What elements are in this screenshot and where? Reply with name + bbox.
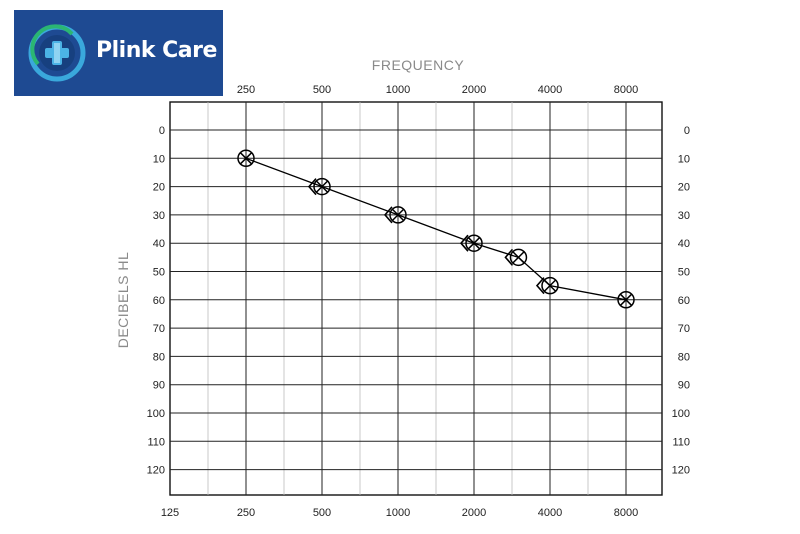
bracket-marker xyxy=(307,178,317,196)
y-tick-label-right: 20 xyxy=(678,182,690,194)
y-tick-label-right: 10 xyxy=(678,153,690,165)
circle-marker xyxy=(237,149,255,168)
y-tick-label-right: 80 xyxy=(678,351,690,363)
y-tick-label-left: 70 xyxy=(153,323,165,335)
circle-marker xyxy=(465,234,483,252)
chart-series xyxy=(237,149,635,309)
y-tick-label-right: 0 xyxy=(684,125,690,137)
cross-stroke xyxy=(239,152,253,165)
circle-marker xyxy=(617,291,635,309)
circle-marker xyxy=(313,177,331,196)
x-top-tick-label: 2000 xyxy=(462,84,486,96)
y-tick-label-right: 100 xyxy=(672,408,690,420)
y-tick-label-right: 40 xyxy=(678,238,690,250)
data-point-marker xyxy=(237,149,255,168)
chart-tick-labels: 0 0 10 10 20 20 30 30 40 40 50 50 60 60 70 70 80 80 90 90 10… xyxy=(147,84,690,519)
cross-stroke xyxy=(619,293,633,306)
x-bottom-tick-label: 2000 xyxy=(462,507,486,519)
cross-stroke xyxy=(391,208,405,221)
y-tick-label-left: 40 xyxy=(153,238,165,250)
y-tick-label-left: 0 xyxy=(159,125,165,137)
y-tick-label-right: 90 xyxy=(678,380,690,392)
x-bottom-tick-label: 250 xyxy=(237,507,255,519)
circle-marker xyxy=(541,276,559,295)
x-top-tick-label: 250 xyxy=(237,84,255,96)
data-point-marker xyxy=(459,234,483,252)
data-point-marker xyxy=(383,206,407,224)
y-tick-label-right: 110 xyxy=(672,436,690,448)
x-top-tick-label: 1000 xyxy=(386,84,410,96)
data-point-marker xyxy=(504,248,528,267)
bracket-marker xyxy=(383,206,393,224)
y-tick-label-left: 50 xyxy=(153,267,165,279)
bracket-marker xyxy=(535,277,545,295)
y-tick-label-left: 10 xyxy=(153,153,165,165)
y-tick-label-right: 60 xyxy=(678,295,690,307)
data-point-marker xyxy=(617,291,635,309)
y-tick-label-right: 50 xyxy=(678,267,690,279)
medical-cross-swirl-icon xyxy=(28,24,86,82)
x-top-tick-label: 8000 xyxy=(614,84,638,96)
y-tick-label-left: 80 xyxy=(153,351,165,363)
circle-marker xyxy=(509,248,528,267)
y-tick-label-right: 70 xyxy=(678,323,690,335)
decibels-axis-title: DECIBELS HL xyxy=(115,252,131,349)
x-top-tick-label: 500 xyxy=(313,84,331,96)
data-point-marker xyxy=(307,177,331,196)
y-tick-label-left: 100 xyxy=(147,408,165,420)
bracket-marker xyxy=(459,234,469,252)
y-tick-label-right: 120 xyxy=(672,465,690,477)
y-tick-label-right: 30 xyxy=(678,210,690,222)
data-point-marker xyxy=(535,276,559,295)
circle-marker xyxy=(389,206,407,224)
x-top-tick-label: 4000 xyxy=(538,84,562,96)
cross-stroke xyxy=(315,180,329,193)
x-bottom-tick-label: 1000 xyxy=(386,507,410,519)
y-tick-label-left: 30 xyxy=(153,210,165,222)
x-bottom-tick-label: 500 xyxy=(313,507,331,519)
cross-stroke xyxy=(467,237,481,250)
x-bottom-tick-label: 125 xyxy=(161,507,179,519)
x-bottom-tick-label: 4000 xyxy=(538,507,562,519)
cross-stroke xyxy=(512,251,525,264)
y-tick-label-left: 110 xyxy=(147,436,165,448)
plot-border xyxy=(169,101,663,496)
cross-stroke xyxy=(543,279,557,292)
y-tick-label-left: 60 xyxy=(153,295,165,307)
y-tick-label-left: 90 xyxy=(153,380,165,392)
y-tick-label-left: 20 xyxy=(153,182,165,194)
x-bottom-tick-label: 8000 xyxy=(614,507,638,519)
brand-name: Plink Care xyxy=(96,38,217,63)
brand-logo: Plink Care xyxy=(14,10,223,96)
bracket-marker xyxy=(504,248,514,266)
y-tick-label-left: 120 xyxy=(147,465,165,477)
frequency-axis-title: FREQUENCY xyxy=(372,57,465,73)
chart-grid xyxy=(169,101,663,496)
